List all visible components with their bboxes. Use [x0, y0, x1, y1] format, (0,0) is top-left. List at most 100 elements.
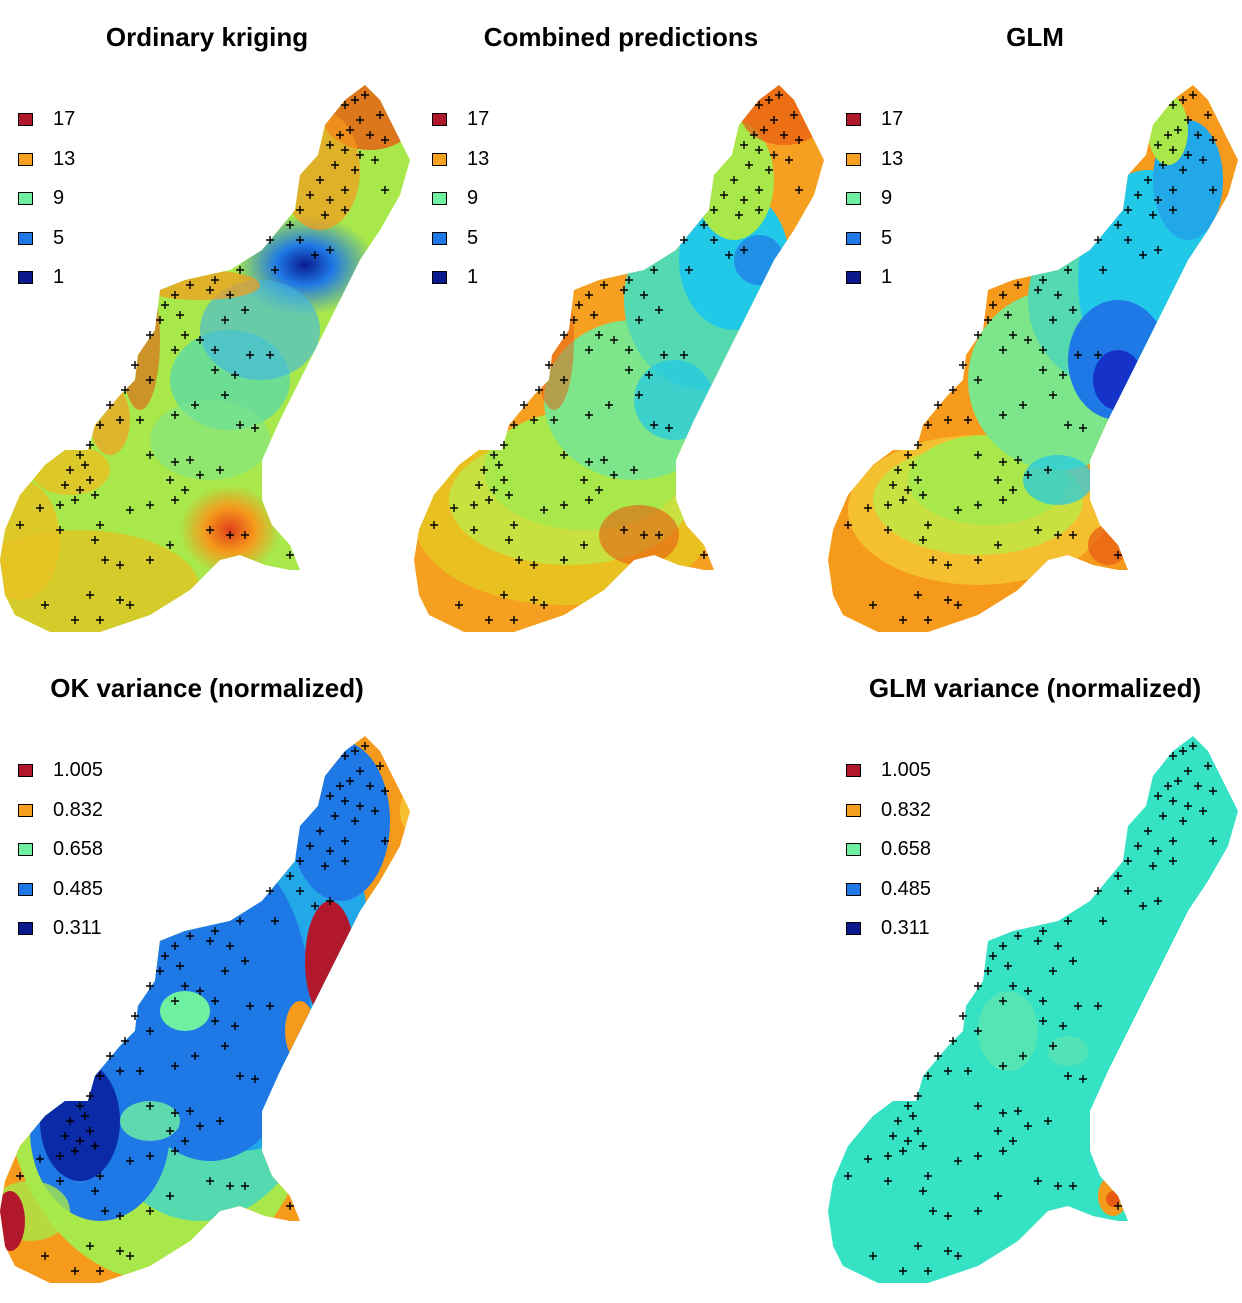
sample-points — [844, 742, 1217, 1275]
legend-swatch — [18, 764, 33, 778]
sample-point-marker — [1179, 817, 1187, 825]
sample-point-marker — [999, 997, 1007, 1005]
sample-point-marker — [974, 1152, 982, 1160]
sample-point-marker — [884, 526, 892, 534]
sample-point-marker — [271, 917, 279, 925]
sample-point-marker — [924, 521, 932, 529]
sample-point-marker — [894, 466, 902, 474]
sample-point-marker — [216, 1117, 224, 1125]
sample-point-marker — [600, 281, 608, 289]
sample-point-marker — [740, 246, 748, 254]
sample-point-marker — [1154, 196, 1162, 204]
sample-point-marker — [974, 376, 982, 384]
sample-point-marker — [146, 1207, 154, 1215]
sample-point-marker — [570, 316, 578, 324]
sample-point-marker — [231, 1022, 239, 1030]
sample-point-marker — [191, 1052, 199, 1060]
sample-point-marker — [665, 424, 673, 432]
sample-point-marker — [176, 962, 184, 970]
sample-point-marker — [755, 101, 763, 109]
sample-point-marker — [1174, 126, 1182, 134]
sample-point-marker — [171, 997, 179, 1005]
sample-point-marker — [1039, 1017, 1047, 1025]
sample-point-marker — [994, 1192, 1002, 1200]
sample-point-marker — [530, 416, 538, 424]
sample-point-marker — [1149, 862, 1157, 870]
sample-point-marker — [909, 461, 917, 469]
legend-swatch — [846, 271, 861, 285]
sample-point-marker — [351, 166, 359, 174]
legend-item: 0.658 — [846, 830, 931, 870]
sample-point-marker — [620, 526, 628, 534]
sample-point-marker — [1054, 531, 1062, 539]
sample-point-marker — [116, 596, 124, 604]
sample-point-marker — [376, 111, 384, 119]
ok-variance-map — [0, 736, 410, 1283]
sample-point-marker — [241, 531, 249, 539]
sample-point-marker — [371, 156, 379, 164]
sample-point-marker — [246, 1002, 254, 1010]
sample-point-marker — [296, 236, 304, 244]
sample-point-marker — [1039, 997, 1047, 1005]
sample-point-marker — [71, 616, 79, 624]
sample-point-marker — [376, 762, 384, 770]
sample-point-marker — [311, 251, 319, 259]
sample-point-marker — [96, 1172, 104, 1180]
sample-point-marker — [96, 421, 104, 429]
sample-point-marker — [166, 1192, 174, 1200]
legend-item: 1 — [18, 258, 75, 298]
legend: 17 13 9 5 1 — [846, 100, 903, 298]
sample-point-marker — [171, 496, 179, 504]
sample-point-marker — [1204, 111, 1212, 119]
sample-point-marker — [341, 857, 349, 865]
sample-point-marker — [96, 1267, 104, 1275]
sample-point-marker — [999, 942, 1007, 950]
sample-point-marker — [236, 266, 244, 274]
legend-swatch — [18, 152, 33, 166]
legend-item: 1 — [846, 258, 903, 298]
sample-point-marker — [914, 1127, 922, 1135]
sample-point-marker — [470, 501, 478, 509]
sample-point-marker — [131, 361, 139, 369]
sample-point-marker — [745, 161, 753, 169]
sample-point-marker — [520, 401, 528, 409]
sample-point-marker — [1064, 266, 1072, 274]
legend-label: 0.311 — [53, 917, 102, 940]
sample-point-marker — [884, 1152, 892, 1160]
ok-prediction-map — [0, 85, 410, 632]
legend-swatch — [846, 113, 861, 127]
sample-point-marker — [211, 366, 219, 374]
sample-point-marker — [1144, 176, 1152, 184]
sample-point-marker — [1134, 191, 1142, 199]
sample-point-marker — [181, 331, 189, 339]
sample-point-marker — [171, 346, 179, 354]
sample-point-marker — [286, 872, 294, 880]
sample-point-marker — [949, 386, 957, 394]
sample-point-marker — [1014, 1107, 1022, 1115]
legend-label: 1.005 — [881, 759, 932, 782]
sample-point-marker — [86, 441, 94, 449]
sample-point-marker — [844, 1172, 852, 1180]
sample-point-marker — [221, 967, 229, 975]
sample-point-marker — [1004, 962, 1012, 970]
sample-points — [430, 91, 803, 624]
sample-point-marker — [16, 1172, 24, 1180]
sample-point-marker — [974, 331, 982, 339]
sample-point-marker — [1014, 932, 1022, 940]
sample-point-marker — [331, 161, 339, 169]
sample-point-marker — [1019, 1052, 1027, 1060]
sample-point-marker — [585, 458, 593, 466]
sample-point-marker — [999, 291, 1007, 299]
legend-swatch — [18, 192, 33, 206]
sample-point-marker — [1194, 782, 1202, 790]
sample-point-marker — [655, 531, 663, 539]
legend-swatch — [18, 231, 33, 245]
sample-point-marker — [999, 346, 1007, 354]
sample-point-marker — [760, 126, 768, 134]
sample-point-marker — [680, 351, 688, 359]
sample-point-marker — [949, 1037, 957, 1045]
sample-point-marker — [1189, 91, 1197, 99]
sample-point-marker — [964, 416, 972, 424]
sample-point-marker — [944, 561, 952, 569]
sample-point-marker — [919, 491, 927, 499]
